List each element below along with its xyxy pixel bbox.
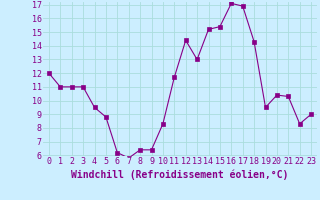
X-axis label: Windchill (Refroidissement éolien,°C): Windchill (Refroidissement éolien,°C) bbox=[71, 169, 289, 180]
